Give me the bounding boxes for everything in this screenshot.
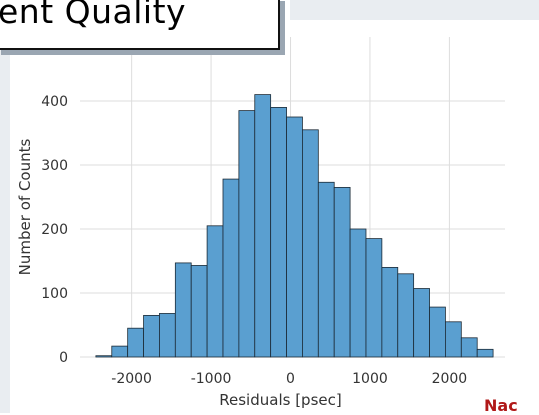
- histogram-bar: [317, 181, 335, 358]
- footer-fragment: Nac: [484, 396, 518, 415]
- histogram-bar: [381, 266, 399, 358]
- histogram-bar: [413, 288, 430, 358]
- histogram-bar: [270, 107, 287, 358]
- histogram-bar: [206, 225, 224, 358]
- slide-title-box: ent Quality: [0, 0, 280, 50]
- histogram-bar: [302, 129, 319, 358]
- x-axis-label: Residuals [psec]: [219, 391, 341, 409]
- y-tick-label: 400: [41, 94, 68, 110]
- histogram-bar: [460, 337, 478, 358]
- histogram-bar: [349, 228, 367, 358]
- histogram-bar: [238, 110, 256, 358]
- x-tick-label: -2000: [111, 371, 152, 387]
- x-tick-label: 2000: [432, 371, 468, 387]
- histogram-bar: [159, 313, 176, 358]
- y-tick-label: 0: [59, 350, 68, 366]
- histogram-bar: [333, 186, 351, 358]
- y-tick-label: 200: [41, 222, 68, 238]
- left-margin-strip: [0, 40, 10, 413]
- histogram-bar: [476, 348, 494, 358]
- histogram-bar: [286, 116, 303, 358]
- x-tick-label: -1000: [191, 371, 232, 387]
- x-tick-label: 0: [286, 371, 295, 387]
- histogram-bar: [445, 321, 462, 358]
- header-band: [290, 0, 539, 20]
- histogram-bar: [111, 345, 129, 358]
- y-axis-label: Number of Counts: [16, 139, 34, 276]
- histogram-bar: [429, 306, 446, 358]
- slide-title: ent Quality: [0, 0, 187, 31]
- histogram-bar: [222, 178, 240, 358]
- x-tick-label: 1000: [352, 371, 388, 387]
- histogram-bar: [174, 262, 192, 358]
- y-tick-label: 100: [41, 286, 68, 302]
- histogram-bar: [365, 238, 383, 358]
- histogram-bar: [95, 355, 113, 358]
- histogram-bar: [143, 314, 160, 358]
- histogram-bars: [95, 94, 494, 358]
- histogram-bar: [254, 94, 272, 358]
- histogram-bar: [397, 273, 415, 358]
- y-tick-label: 300: [41, 158, 68, 174]
- axes: 0 100 200 300 400 -2000 -1000 0 1000 2000 Residual…: [16, 94, 467, 409]
- histogram-bar: [127, 327, 144, 358]
- histogram-bar: [190, 265, 208, 358]
